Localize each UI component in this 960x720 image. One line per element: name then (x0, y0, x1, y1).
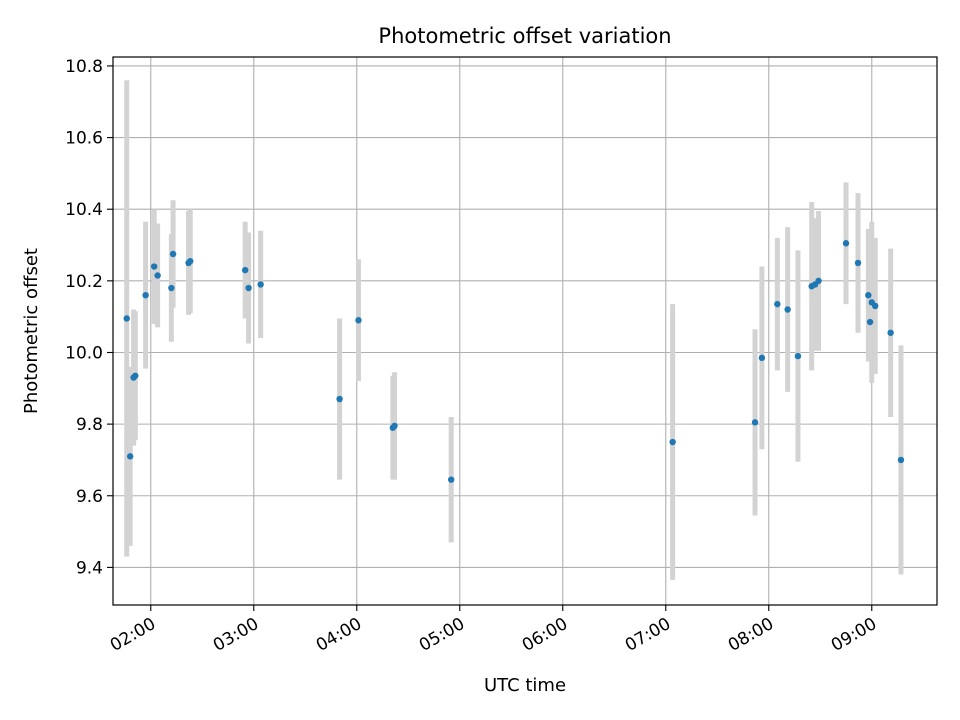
data-point (794, 352, 802, 360)
data-point (897, 456, 905, 464)
data-point (187, 257, 194, 265)
data-point (336, 395, 343, 403)
data-point (758, 354, 766, 362)
data-point (774, 300, 781, 308)
x-tick-label: 07:00 (622, 614, 674, 656)
data-point (132, 372, 139, 379)
x-tick-label: 09:00 (828, 614, 880, 656)
data-point (355, 317, 362, 324)
x-tick-label: 04:00 (313, 614, 365, 656)
data-point (447, 476, 455, 483)
data-point (815, 277, 822, 285)
data-point (123, 315, 130, 322)
data-point (168, 284, 175, 292)
x-tick-label: 03:00 (210, 614, 262, 656)
data-point (151, 263, 158, 270)
y-tick-label: 10.6 (65, 129, 103, 149)
data-point (154, 272, 161, 279)
data-point (257, 281, 264, 288)
x-tick-label: 06:00 (519, 614, 571, 656)
data-point (126, 453, 134, 460)
y-tick-label: 10.4 (65, 200, 103, 220)
data-point (865, 291, 872, 299)
data-point (391, 422, 398, 430)
x-axis-label: UTC time (484, 675, 566, 696)
error-bars (124, 80, 904, 580)
data-point (854, 259, 862, 267)
data-point (245, 284, 252, 292)
data-point (751, 419, 759, 426)
y-tick-label: 9.6 (76, 487, 103, 507)
data-point (169, 250, 177, 258)
data-point (842, 240, 850, 247)
data-point (872, 302, 879, 310)
y-tick-label: 10.0 (65, 343, 103, 363)
x-tick-label: 02:00 (107, 614, 159, 656)
data-point (669, 438, 676, 446)
chart-title: Photometric offset variation (378, 24, 671, 48)
data-point (866, 318, 874, 326)
y-tick-label: 10.2 (65, 272, 103, 292)
data-point (241, 266, 249, 274)
y-axis-ticks: 9.4 9.6 9.8 10.0 10.2 10.4 10.6 10.8 (65, 57, 113, 578)
x-axis-ticks: 02:00 03:00 04:00 05:00 06:00 07:00 08:00 09:00 (107, 605, 880, 656)
x-tick-label: 05:00 (416, 614, 468, 656)
data-point (784, 306, 791, 313)
y-tick-label: 10.8 (65, 57, 103, 77)
plot-frame (112, 56, 938, 606)
y-axis-label: Photometric offset (21, 248, 42, 414)
data-points (123, 240, 905, 483)
data-point (142, 291, 149, 299)
y-tick-label: 9.8 (76, 415, 103, 435)
data-point (887, 329, 894, 336)
y-tick-label: 9.4 (76, 558, 103, 578)
x-tick-label: 08:00 (725, 614, 777, 656)
